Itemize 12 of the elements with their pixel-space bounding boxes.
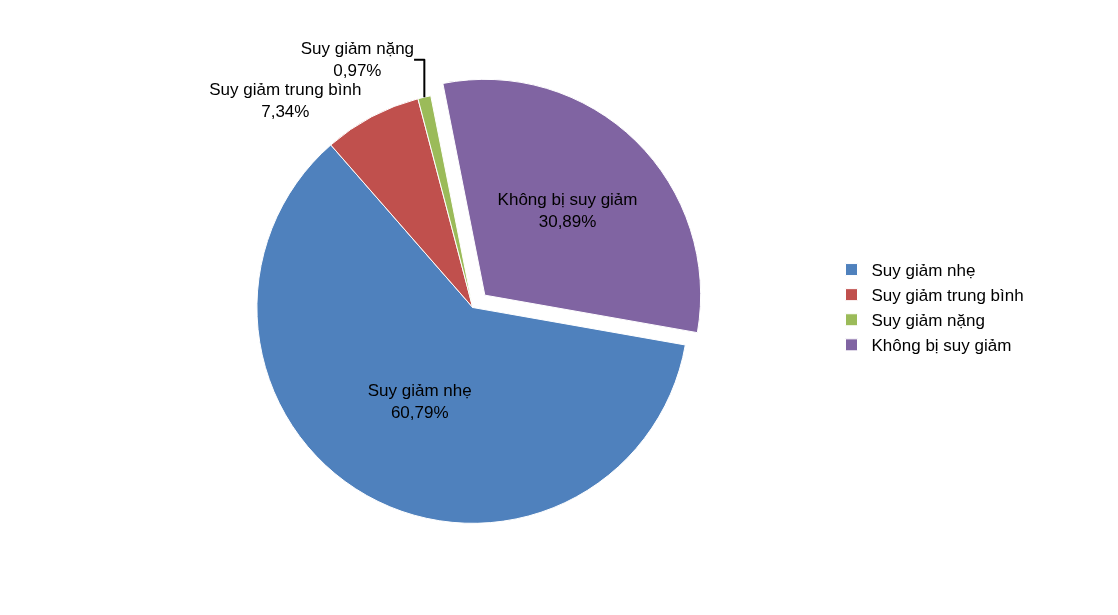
slice-label: Suy giảm nặng: [300, 39, 415, 59]
legend-label: Không bị suy giảm: [871, 336, 1012, 356]
slice-label: Suy giảm nhẹ: [367, 380, 472, 400]
data-label: 7,34%: [261, 102, 310, 122]
slice-label: Suy giảm trung bình: [209, 80, 362, 100]
legend-label: Suy giảm nhẹ: [871, 261, 976, 281]
data-label: 0,97%: [333, 61, 382, 81]
data-label: 60,79%: [390, 403, 449, 423]
slice-label: Không bị suy giảm: [497, 190, 638, 210]
data-label: 30,89%: [538, 212, 597, 232]
legend-label: Suy giảm trung bình: [871, 286, 1024, 306]
legend-label: Suy giảm nặng: [871, 311, 985, 331]
